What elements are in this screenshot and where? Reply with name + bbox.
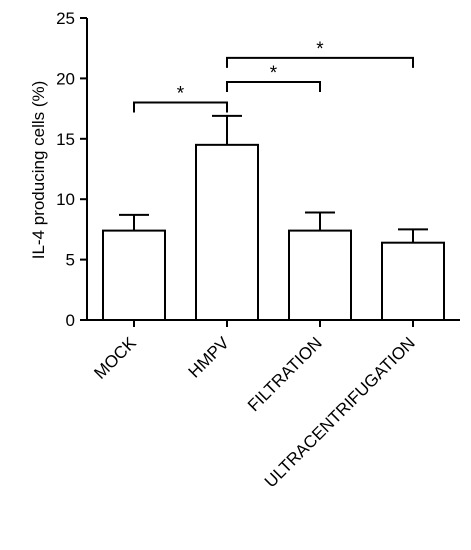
bars xyxy=(102,114,445,321)
bar-filtration xyxy=(288,229,352,321)
x-tick-label: MOCK xyxy=(90,333,140,383)
significance-bracket xyxy=(226,81,321,93)
significance-bracket xyxy=(133,101,228,113)
significance-brackets: * * * xyxy=(133,39,414,113)
significance-star: * xyxy=(316,39,324,60)
y-tick-label: 15 xyxy=(56,130,75,149)
y-axis: 0 5 10 15 20 25 xyxy=(56,9,88,330)
y-tick-label: 0 xyxy=(66,311,75,330)
y-tick-label: 10 xyxy=(56,190,75,209)
significance-star: * xyxy=(270,63,278,84)
x-tick-label: HMPV xyxy=(185,333,234,382)
significance-bracket xyxy=(226,56,414,68)
bar-hmpv xyxy=(195,143,259,321)
y-tick-label: 5 xyxy=(66,251,75,270)
significance-star: * xyxy=(177,84,185,105)
y-tick-label: 20 xyxy=(56,69,75,88)
x-tick-label: FILTRATION xyxy=(244,333,326,415)
bar-mock xyxy=(102,229,166,321)
bar-ultracentrifugation xyxy=(381,241,445,321)
x-tick-label: ULTRACENTRIFUGATION xyxy=(261,333,419,491)
y-axis-label: IL-4 producing cells (%) xyxy=(29,81,48,260)
y-tick-label: 25 xyxy=(56,9,75,28)
